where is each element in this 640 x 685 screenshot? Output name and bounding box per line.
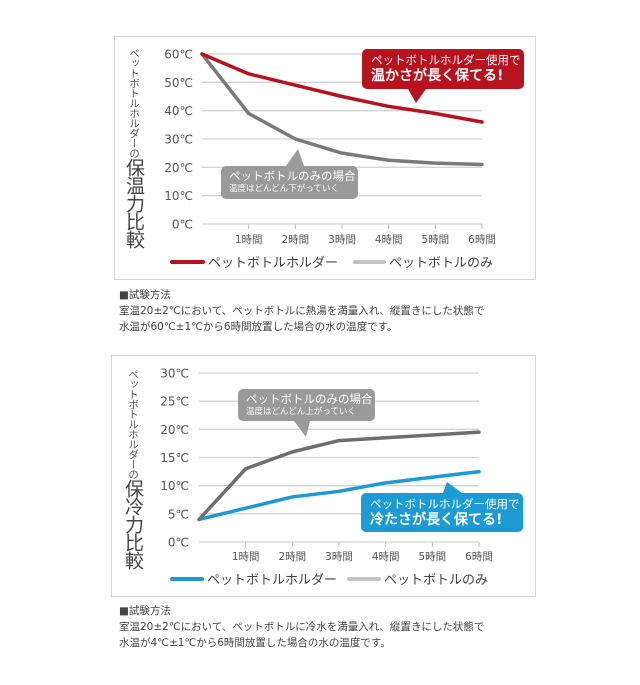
callout-pointer (294, 421, 310, 437)
chart2-note: ■試験方法 室温20±2℃において、ペットボトルに冷水を満量入れ、縦置きにした状… (119, 603, 484, 651)
note-line: 室温20±2℃において、ペットボトルに冷水を満量入れ、縦置きにした状態で (119, 621, 485, 633)
x-tick-label: 1時間 (232, 551, 260, 563)
y-tick-label: 5℃ (168, 507, 189, 521)
y-tick-label: 60℃ (164, 48, 193, 62)
y-tick-label: 30℃ (164, 133, 193, 147)
note-title: ■試験方法 (119, 605, 171, 617)
x-tick-label: 2時間 (281, 234, 309, 246)
y-tick-label: 20℃ (160, 423, 189, 437)
x-tick-label: 5時間 (418, 551, 446, 563)
y-tick-label: 10℃ (164, 189, 193, 203)
note-line: 室温20±2℃において、ペットボトルに熱湯を満量入れ、縦置きにした状態で (119, 305, 485, 317)
callout-pointer (408, 89, 426, 103)
callout-line1: ペットボトルホルダー使用で (370, 497, 520, 511)
callout-line2: 冷たさが長く保てる! (370, 512, 503, 528)
callout-line2: 温度はどんどん下がっていく (229, 184, 339, 194)
callout-line2: 温かさが長く保てる! (371, 68, 504, 84)
chart2-title: ペットボトルホルダーの保冷力比較 (122, 369, 144, 569)
callout-pointer (443, 482, 462, 493)
x-tick-label: 2時間 (278, 551, 306, 563)
callout-line1: ペットボトルのみの場合 (246, 392, 373, 406)
legend-label: ペットボトルホルダー (207, 573, 337, 588)
note-line: 水温が4℃±1℃から6時間放置した場合の水の温度です。 (119, 637, 391, 649)
y-tick-label: 25℃ (160, 395, 189, 409)
chart2-title-big: 保冷力比較 (122, 479, 144, 569)
legend-label: ペットボトルホルダー (208, 256, 338, 271)
chart1-note: ■試験方法 室温20±2℃において、ペットボトルに熱湯を満量入れ、縦置きにした状… (119, 287, 484, 335)
x-tick-label: 5時間 (421, 234, 449, 246)
y-tick-label: 20℃ (164, 161, 193, 175)
callout-pointer (286, 149, 304, 166)
x-tick-label: 6時間 (468, 234, 496, 246)
x-tick-label: 4時間 (375, 234, 403, 246)
callout-line2: 温度はどんどん上がっていく (246, 407, 356, 417)
callout-line1: ペットボトルのみの場合 (229, 169, 356, 183)
chart1-title: ペットボトルホルダーの保温力比較 (123, 48, 145, 248)
chart2-callout-holder: ペットボトルホルダー使用で 冷たさが長く保てる! (361, 493, 523, 532)
note-line: 水温が60℃±1℃から6時間放置した場合の水の温度です。 (119, 321, 398, 333)
y-tick-label: 15℃ (160, 451, 189, 465)
chart2-callout-bottle: ペットボトルのみの場合 温度はどんどん上がっていく (238, 389, 375, 421)
x-tick-label: 1時間 (235, 234, 263, 246)
y-tick-label: 10℃ (160, 479, 189, 493)
callout-line1: ペットボトルホルダー使用で (371, 53, 521, 67)
y-tick-label: 0℃ (168, 536, 189, 550)
note-title: ■試験方法 (119, 289, 171, 301)
legend-label: ペットボトルのみ (384, 573, 488, 588)
chart1-callout-holder: ペットボトルホルダー使用で 温かさが長く保てる! (362, 49, 524, 89)
x-tick-label: 3時間 (328, 234, 356, 246)
y-tick-label: 50℃ (164, 76, 193, 90)
chart1-title-big: 保温力比較 (123, 158, 145, 248)
chart1-callout-bottle: ペットボトルのみの場合 温度はどんどん下がっていく (221, 166, 358, 199)
x-tick-label: 3時間 (325, 551, 353, 563)
y-tick-label: 30℃ (160, 367, 189, 381)
y-tick-label: 0℃ (172, 218, 193, 232)
x-tick-label: 6時間 (465, 551, 493, 563)
y-tick-label: 40℃ (164, 104, 193, 118)
chart1-title-small: ペットボトルホルダーの (128, 48, 140, 158)
chart2-title-small: ペットボトルホルダーの (127, 369, 139, 479)
legend-label: ペットボトルのみ (389, 256, 493, 271)
x-tick-label: 4時間 (372, 551, 400, 563)
